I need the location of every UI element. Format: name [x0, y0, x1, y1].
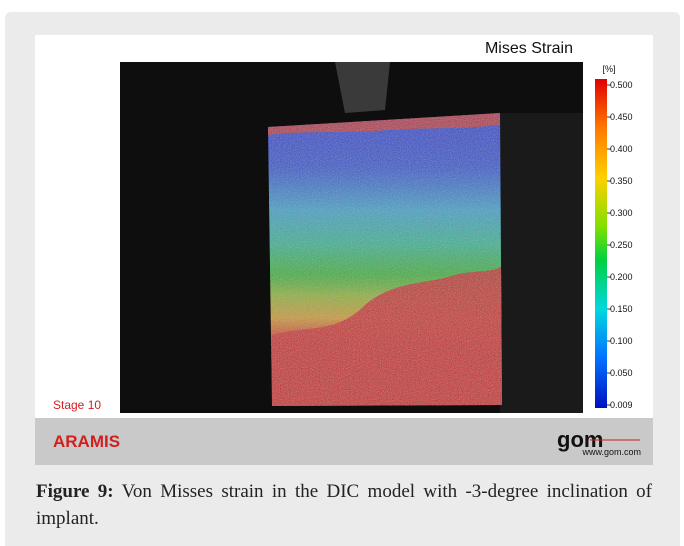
stage-label: Stage 10 — [53, 398, 101, 412]
fixture-side — [500, 113, 583, 413]
colorbar-tick-label: 0.500 — [610, 80, 633, 90]
caption-text: Von Misses strain in the DIC model with … — [36, 481, 652, 529]
brand: ARAMIS — [53, 432, 120, 451]
colorbar-tick-label: 0.300 — [610, 208, 633, 218]
figure-image: Mises Strain [%] 0.500 0.450 0.400 0.350 0.3… — [35, 35, 653, 465]
image-title: Mises Strain — [485, 40, 573, 57]
colorbar-tick-label: 0.350 — [610, 176, 633, 186]
colorbar-tick-label: 0.450 — [610, 112, 633, 122]
colorbar-tick-label: 0.100 — [610, 336, 633, 346]
colorbar-ticks: 0.500 0.450 0.400 0.350 0.300 0.250 0.200 0.150… — [607, 80, 633, 410]
colorbar-tick-label: 0.200 — [610, 272, 633, 282]
footer-bar — [35, 418, 653, 465]
colorbar-tick-label: 0.250 — [610, 240, 633, 250]
colorbar-tick-label: 0.050 — [610, 368, 633, 378]
colorbar — [595, 79, 607, 408]
caption-label: Figure 9: — [36, 481, 114, 502]
dic-image: Mises Strain [%] 0.500 0.450 0.400 0.350 0.3… — [35, 40, 653, 465]
specimen — [268, 113, 502, 406]
colorbar-tick-label: 0.009 — [610, 400, 633, 410]
url: www.gom.com — [581, 447, 641, 457]
caption: Figure 9: Von Misses strain in the DIC m… — [36, 478, 652, 532]
colorbar-unit: [%] — [602, 64, 615, 74]
fixture — [335, 62, 390, 113]
colorbar-tick-label: 0.150 — [610, 304, 633, 314]
colorbar-tick-label: 0.400 — [610, 144, 633, 154]
